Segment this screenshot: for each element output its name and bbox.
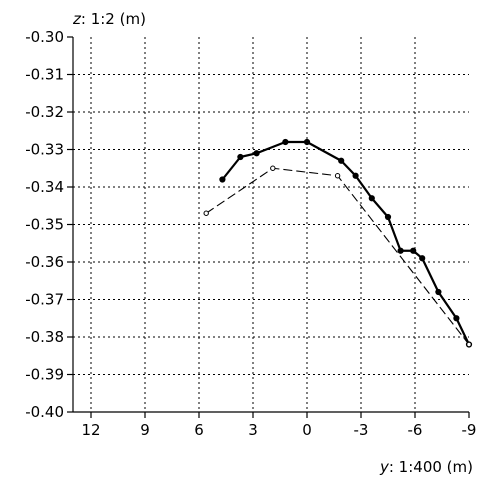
y-tick-label-2: -0.32 [25,103,64,121]
x-tick-label-1: 9 [140,421,150,439]
y-tick-label-4: -0.34 [25,178,64,196]
x-axis-title: y: 1:400 (m) [379,458,473,476]
y-tick-label-10: -0.40 [25,403,64,421]
y-axis-variable: z [72,10,82,28]
series-1-point-1 [270,165,276,171]
y-tick-label-6: -0.36 [25,253,64,271]
series-0-point-10 [410,247,417,254]
series-0-point-0 [219,176,226,183]
axis-layer: -0.30 -0.31 -0.32 -0.33 -0.34 -0.35 -0.36 -0.37… [25,28,476,439]
grid-layer [73,37,469,412]
x-tick-label-5: -3 [354,421,369,439]
series-0-point-5 [338,157,345,164]
y-tick-label-5: -0.35 [25,216,64,234]
series-layer [203,138,473,348]
x-tick-label-7: -9 [462,421,477,439]
x-axis-scale: : 1:400 (m) [389,458,473,476]
series-1-point-0 [203,210,209,216]
series-0-point-13 [453,315,460,322]
series-1-point-3 [466,341,472,348]
series-0-point-7 [368,195,375,202]
series-0-line [221,140,470,345]
series-0-point-12 [435,288,442,296]
series-1-point-2 [334,173,341,179]
x-tick-label-6: -6 [408,421,423,439]
x-tick-label-2: 6 [194,421,204,439]
y-tick-label-0: -0.30 [25,28,64,46]
series-0-point-1 [237,153,244,161]
x-tick-label-3: 3 [248,421,258,439]
series-0-point-8 [384,213,392,221]
y-tick-label-9: -0.39 [25,366,64,384]
series-0-point-9 [397,247,404,254]
series-1-line [205,167,470,345]
y-tick-label-1: -0.31 [25,66,64,84]
y-tick-label-8: -0.38 [25,328,64,346]
series-0-point-6 [352,172,359,179]
series-0-point-11 [419,255,426,262]
y-tick-label-7: -0.37 [25,291,64,309]
x-tick-label-4: 0 [302,421,312,439]
series-0-point-3 [282,138,289,146]
series-0-point-2 [253,150,260,157]
y-axis-scale: : 1:2 (m) [81,10,146,28]
y-axis-title: z: 1:2 (m) [72,10,146,28]
x-axis-variable: y [379,458,390,476]
y-tick-label-3: -0.33 [25,141,64,159]
series-0-point-4 [303,138,311,146]
x-tick-label-0: 12 [81,421,100,439]
